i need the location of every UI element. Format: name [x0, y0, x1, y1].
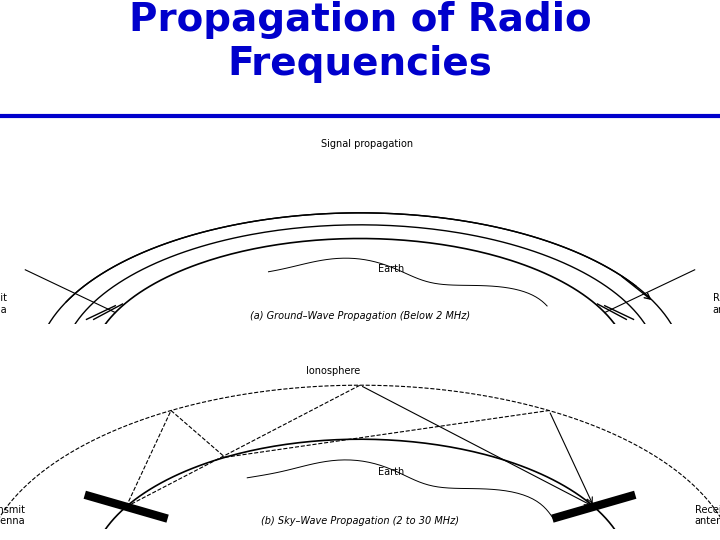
Text: Receive
antenna: Receive antenna	[695, 505, 720, 526]
Text: Earth: Earth	[378, 467, 404, 477]
Text: Propagation of Radio
Frequencies: Propagation of Radio Frequencies	[129, 1, 591, 83]
Text: Signal propagation: Signal propagation	[321, 139, 413, 150]
Text: Transmit
antenna: Transmit antenna	[0, 293, 7, 315]
Text: Ionosphere: Ionosphere	[306, 366, 360, 376]
Text: Transmit
antenna: Transmit antenna	[0, 505, 25, 526]
Text: (a) Ground–Wave Propagation (Below 2 MHz): (a) Ground–Wave Propagation (Below 2 MHz…	[250, 310, 470, 321]
Text: Receive
antenna: Receive antenna	[713, 293, 720, 315]
Text: (b) Sky–Wave Propagation (2 to 30 MHz): (b) Sky–Wave Propagation (2 to 30 MHz)	[261, 516, 459, 525]
Text: Earth: Earth	[378, 264, 404, 274]
